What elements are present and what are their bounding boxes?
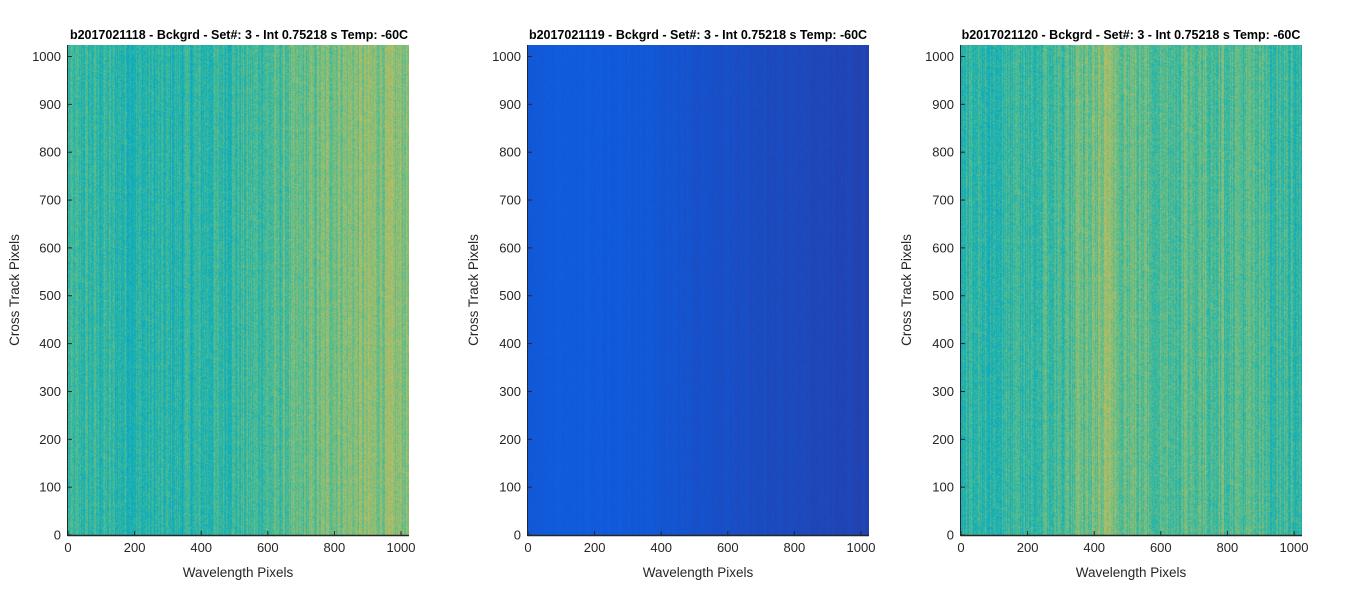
x-tick-label: 600: [717, 540, 739, 555]
y-tick-label: 800: [39, 145, 61, 160]
x-axis-label-3: Wavelength Pixels: [1076, 565, 1187, 580]
x-tick-label: 400: [190, 540, 212, 555]
y-tick-label: 100: [932, 480, 954, 495]
y-tick-label: 700: [499, 193, 521, 208]
x-tick-label: 400: [650, 540, 672, 555]
y-tick-label: 500: [39, 288, 61, 303]
y-tick-label: 0: [947, 528, 954, 543]
y-tick-label: 900: [499, 97, 521, 112]
ticks-2: 0 200 400 600 800 1000 0 100 200 300 400 500 600 700 8…: [492, 49, 875, 555]
y-tick-label: 1000: [925, 49, 954, 64]
y-tick-label: 600: [39, 240, 61, 255]
y-tick-label: 1000: [492, 49, 521, 64]
y-tick-label: 700: [932, 193, 954, 208]
y-tick-label: 200: [932, 432, 954, 447]
x-tick-label: 0: [64, 540, 71, 555]
y-tick-label: 200: [39, 432, 61, 447]
y-axis-label-3: Cross Track Pixels: [899, 234, 914, 346]
x-tick-label: 800: [1217, 540, 1239, 555]
heatmap-panel-2: b2017021119 - Bckgrd - Set#: 3 - Int 0.7…: [466, 28, 875, 580]
y-tick-label: 600: [932, 240, 954, 255]
chart-title-2: b2017021119 - Bckgrd - Set#: 3 - Int 0.7…: [529, 28, 867, 42]
y-tick-label: 400: [932, 336, 954, 351]
heatmap-image-3: [961, 45, 1302, 535]
y-tick-label: 200: [499, 432, 521, 447]
x-tick-label: 1000: [847, 540, 876, 555]
y-tick-label: 800: [932, 145, 954, 160]
y-tick-label: 700: [39, 193, 61, 208]
x-tick-label: 600: [257, 540, 279, 555]
x-axis-label-2: Wavelength Pixels: [643, 565, 754, 580]
chart-title-3: b2017021120 - Bckgrd - Set#: 3 - Int 0.7…: [962, 28, 1301, 42]
heatmap-panel-1: b2017021118 - Bckgrd - Set#: 3 - Int 0.7…: [7, 28, 415, 580]
y-tick-label: 100: [499, 480, 521, 495]
y-tick-label: 400: [39, 336, 61, 351]
y-tick-label: 300: [932, 384, 954, 399]
heatmap-image-2: [528, 45, 869, 535]
x-axis-label-1: Wavelength Pixels: [183, 565, 294, 580]
heatmap-image-1: [68, 45, 409, 535]
y-tick-label: 500: [932, 288, 954, 303]
ticks-1: 0 200 400 600 800 1000 0 100 200 300 400 500 600 700 8…: [32, 49, 415, 555]
heatmap-panel-3: b2017021120 - Bckgrd - Set#: 3 - Int 0.7…: [899, 28, 1308, 580]
x-tick-label: 200: [1017, 540, 1039, 555]
y-tick-label: 900: [39, 97, 61, 112]
y-tick-label: 900: [932, 97, 954, 112]
y-tick-label: 300: [39, 384, 61, 399]
x-tick-label: 0: [957, 540, 964, 555]
chart-title-1: b2017021118 - Bckgrd - Set#: 3 - Int 0.7…: [70, 28, 408, 42]
x-tick-label: 0: [524, 540, 531, 555]
x-tick-label: 1000: [387, 540, 416, 555]
y-tick-label: 0: [514, 528, 521, 543]
y-tick-label: 500: [499, 288, 521, 303]
x-tick-label: 200: [584, 540, 606, 555]
y-tick-label: 800: [499, 145, 521, 160]
x-tick-label: 600: [1150, 540, 1172, 555]
x-tick-label: 200: [124, 540, 146, 555]
y-tick-label: 100: [39, 480, 61, 495]
y-axis-label-2: Cross Track Pixels: [466, 234, 481, 346]
y-tick-label: 400: [499, 336, 521, 351]
y-tick-label: 600: [499, 240, 521, 255]
x-tick-label: 400: [1083, 540, 1105, 555]
y-tick-label: 0: [54, 528, 61, 543]
x-tick-label: 800: [324, 540, 346, 555]
x-tick-label: 1000: [1280, 540, 1309, 555]
ticks-3: 0 200 400 600 800 1000 0 100 200 300 400 500 600 700 8…: [925, 49, 1308, 555]
y-tick-label: 1000: [32, 49, 61, 64]
x-tick-label: 800: [784, 540, 806, 555]
y-axis-label-1: Cross Track Pixels: [7, 234, 22, 346]
y-tick-label: 300: [499, 384, 521, 399]
